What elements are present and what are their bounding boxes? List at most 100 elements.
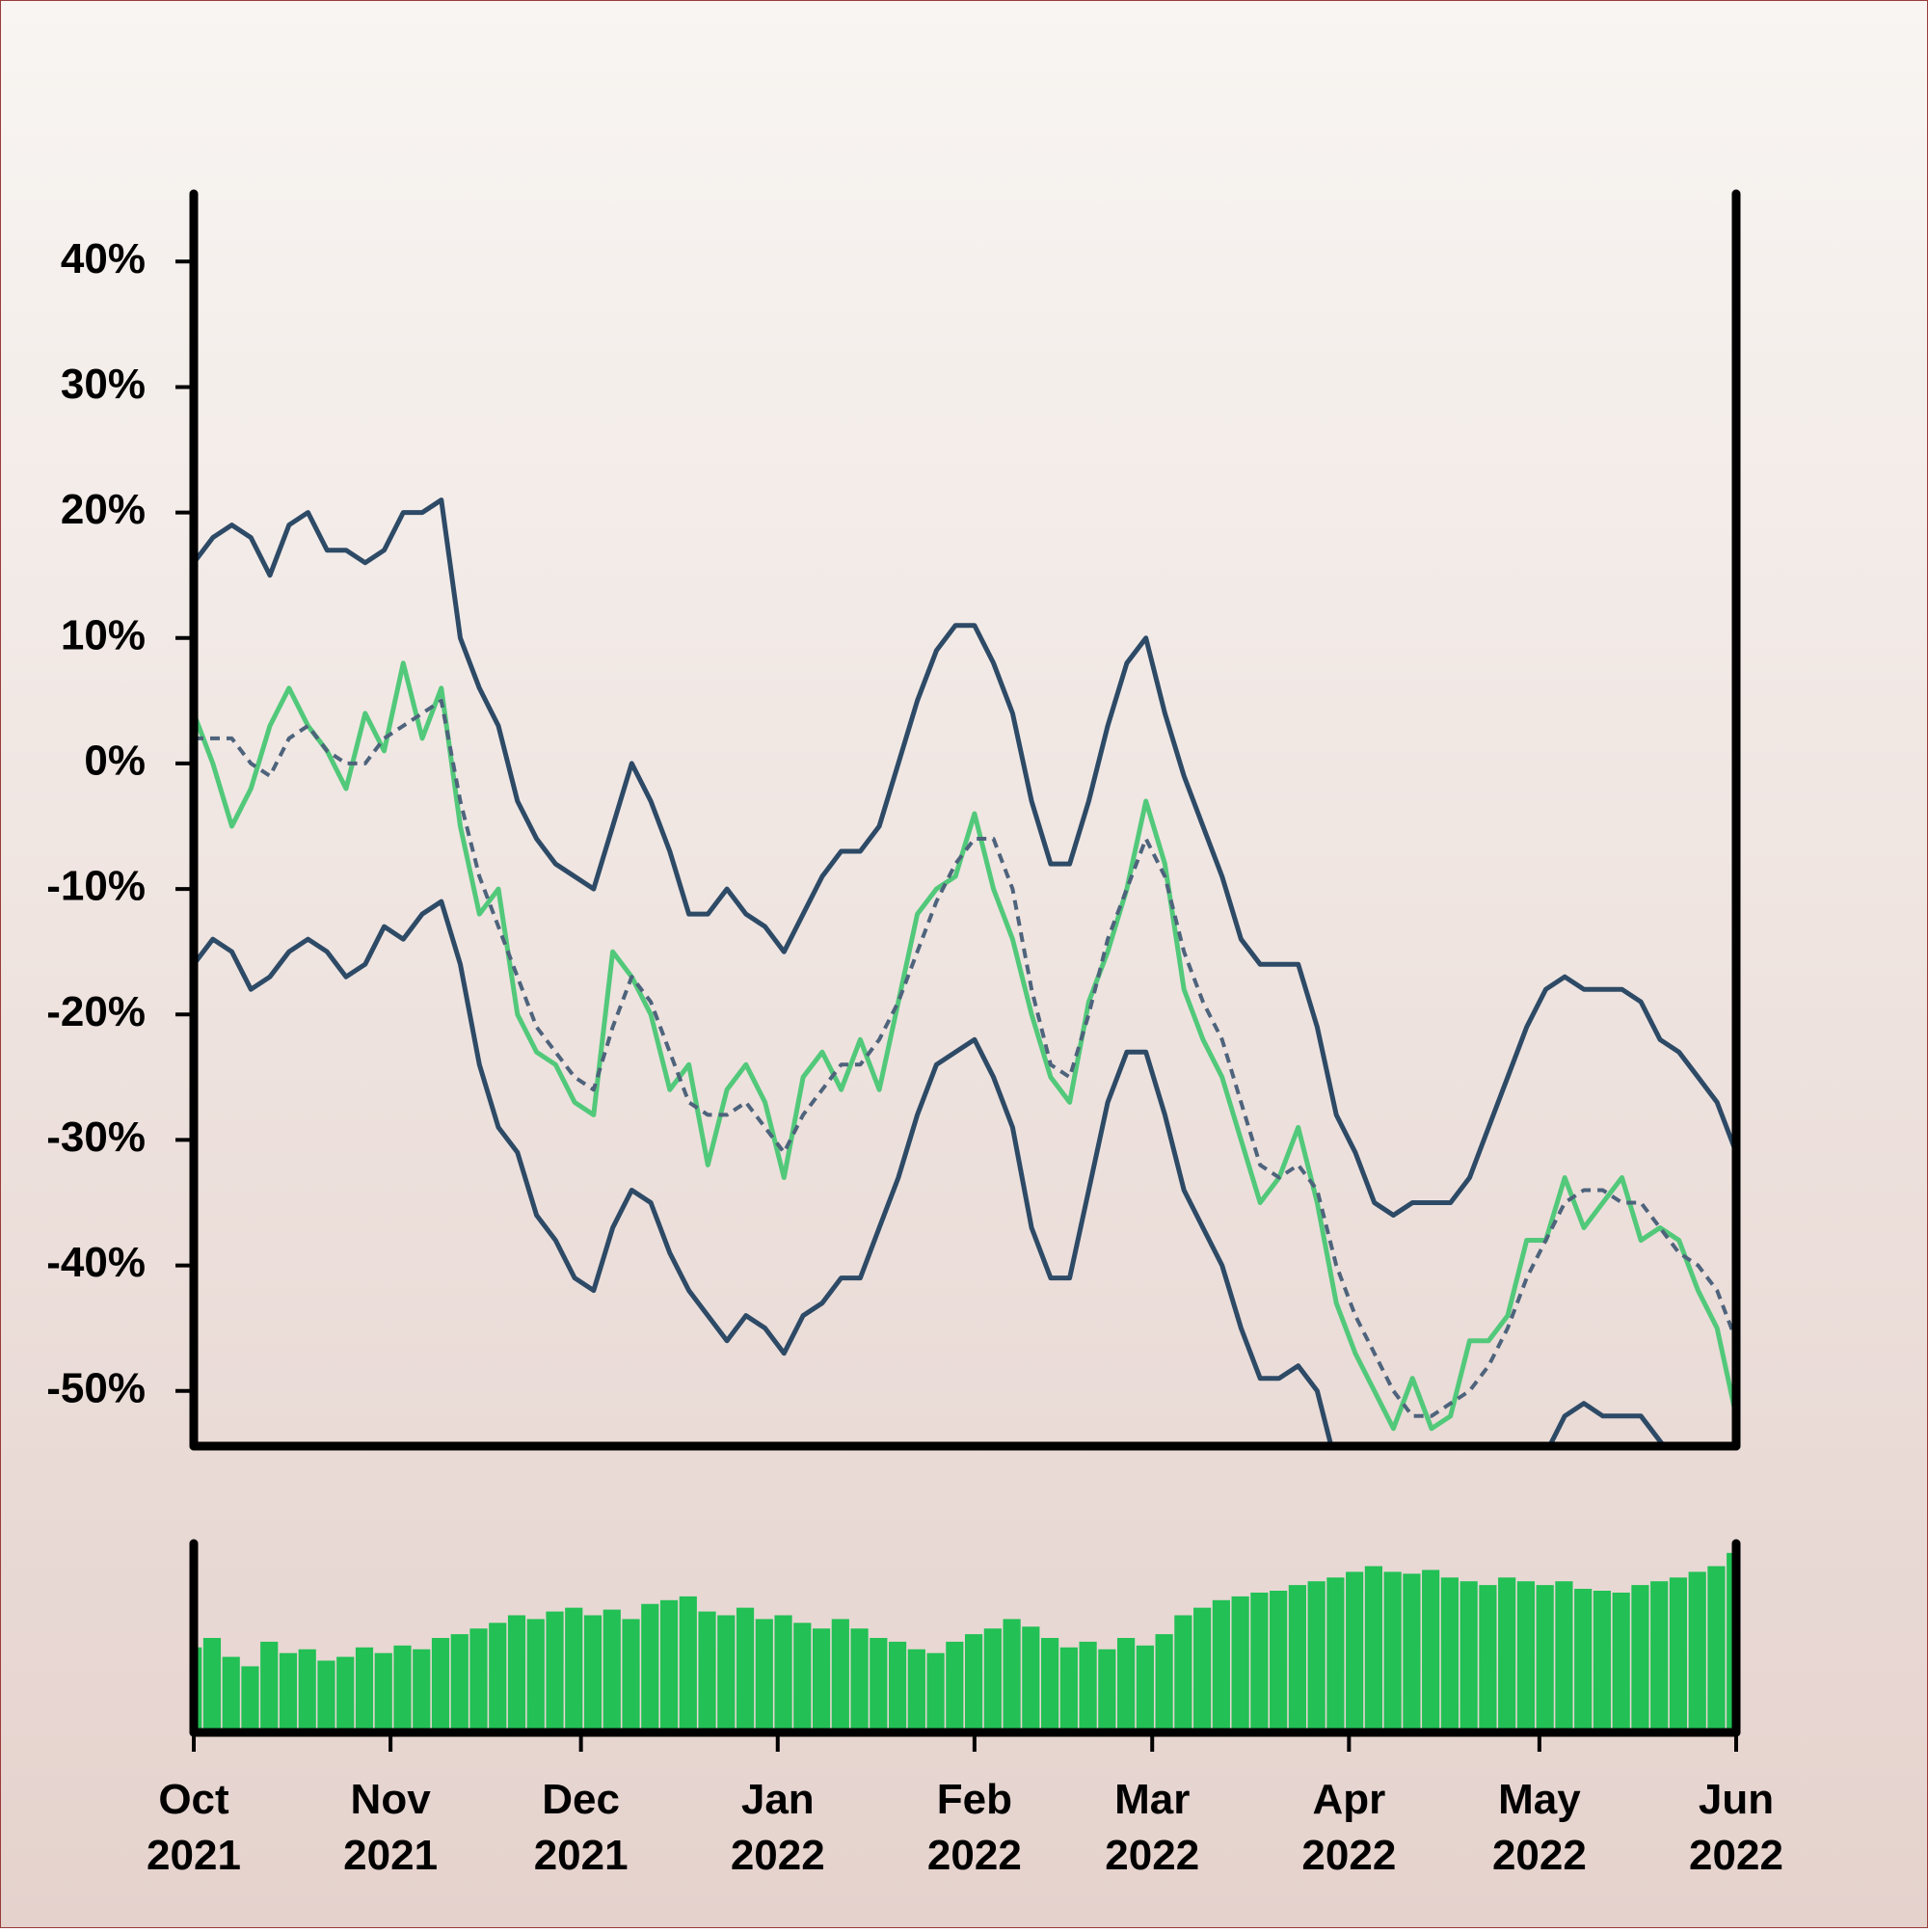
y-tick-label: -50% (46, 1364, 146, 1411)
volume-bar (983, 1628, 1002, 1732)
series-line (194, 899, 1668, 1446)
volume-bar (489, 1623, 507, 1732)
volume-bar (850, 1628, 869, 1732)
y-tick-label: 40% (61, 235, 146, 282)
volume-bar (774, 1615, 792, 1732)
x-tick-label: May 2022 (1492, 1776, 1587, 1879)
volume-bar (698, 1611, 716, 1732)
volume-bar (317, 1660, 335, 1732)
series-line (194, 660, 1736, 1432)
volume-bar (1422, 1570, 1440, 1732)
axes: -50% -40% -30% -20% -10% 0% 10% 20% 30% 40% Oct 202… (46, 189, 1783, 1879)
y-tick-label: 30% (61, 361, 146, 408)
volume-bar (1003, 1619, 1021, 1732)
volume-bar (717, 1615, 736, 1732)
volume-bar (393, 1645, 412, 1732)
y-tick-label: -10% (46, 863, 146, 910)
price-plot (194, 497, 1736, 1446)
volume-bar (1650, 1581, 1669, 1732)
volume-bar (526, 1619, 545, 1732)
volume-bar (546, 1611, 564, 1732)
volume-bar (1270, 1591, 1288, 1732)
volume-bar (1250, 1592, 1269, 1732)
volume-bar (202, 1638, 222, 1732)
volume-bar (1193, 1607, 1212, 1732)
volume-bar (355, 1647, 374, 1732)
volume-bar (812, 1628, 831, 1732)
volume-bar (1555, 1581, 1573, 1732)
volume-bar (565, 1607, 583, 1732)
volume-bar (965, 1634, 983, 1732)
volume-bar (507, 1615, 526, 1732)
volume-bar (1326, 1577, 1345, 1732)
volume-bar (1669, 1577, 1688, 1732)
volume-bar (946, 1641, 964, 1732)
volume-bar (907, 1649, 925, 1732)
x-tick-label: Feb 2022 (927, 1776, 1022, 1879)
volume-bar (1346, 1571, 1364, 1732)
volume-bar (793, 1623, 812, 1732)
volume-bar (1536, 1585, 1554, 1732)
y-tick-label: -20% (46, 988, 146, 1035)
volume-bar (1612, 1592, 1630, 1732)
volume-bar (450, 1634, 469, 1732)
x-tick-label: Jun 2022 (1689, 1776, 1783, 1879)
volume-bar (736, 1607, 755, 1732)
x-tick-label: Jan 2022 (731, 1776, 825, 1879)
volume-bar (602, 1609, 621, 1732)
volume-bar (622, 1619, 640, 1732)
volume-bar (679, 1596, 697, 1732)
x-tick-label: Apr 2022 (1301, 1776, 1396, 1879)
volume-bar (241, 1666, 259, 1732)
volume-bar (583, 1615, 602, 1732)
volume-bar (336, 1656, 355, 1732)
volume-bar (1498, 1577, 1516, 1732)
volume-bar (431, 1638, 450, 1732)
volume-bar (469, 1628, 488, 1732)
volume-bar (1022, 1626, 1040, 1732)
y-tick-label: -30% (46, 1114, 146, 1161)
volume-bar (1383, 1571, 1402, 1732)
volume-bar (1593, 1591, 1612, 1732)
volume-bar (1231, 1596, 1249, 1732)
volume-bar (1155, 1634, 1173, 1732)
volume-bar (1631, 1585, 1649, 1732)
volume-bar (1707, 1566, 1726, 1732)
y-tick-label: 0% (84, 738, 146, 785)
volume-bar (1516, 1581, 1536, 1732)
volume-bar (413, 1649, 431, 1732)
volume-bar (1174, 1615, 1192, 1732)
volume-bar (1574, 1589, 1593, 1732)
x-tick-label: Oct 2021 (147, 1776, 241, 1879)
volume-bar (1727, 1552, 1736, 1732)
volume-plot (194, 1552, 1736, 1732)
volume-bar (1403, 1573, 1421, 1732)
volume-bar (279, 1652, 298, 1732)
series-line (194, 497, 1736, 1218)
volume-bar (1136, 1645, 1154, 1732)
x-tick-label: Mar 2022 (1105, 1776, 1199, 1879)
volume-bar (1288, 1585, 1306, 1732)
volume-bar (1212, 1599, 1230, 1732)
volume-bar (831, 1619, 849, 1732)
volume-bar (1307, 1581, 1326, 1732)
volume-bar (659, 1599, 679, 1732)
volume-bar (1117, 1638, 1136, 1732)
volume-bar (374, 1652, 392, 1732)
volume-bar (1440, 1577, 1459, 1732)
volume-bar (641, 1603, 659, 1732)
y-tick-label: 10% (61, 611, 146, 658)
volume-bar (1059, 1647, 1078, 1732)
volume-bar (260, 1641, 279, 1732)
y-tick-label: -40% (46, 1239, 146, 1286)
volume-bar (888, 1641, 907, 1732)
volume-bar (1041, 1638, 1059, 1732)
volume-bar (1459, 1581, 1478, 1732)
volume-bar (926, 1652, 945, 1732)
volume-bar (755, 1619, 773, 1732)
x-tick-label: Dec 2021 (534, 1776, 629, 1879)
x-tick-label: Nov 2021 (343, 1776, 438, 1879)
volume-bar (298, 1649, 316, 1732)
